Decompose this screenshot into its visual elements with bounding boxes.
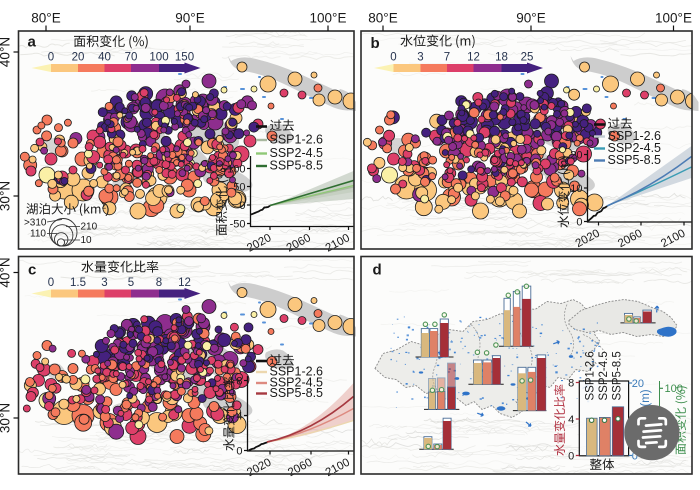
svg-text:): ) <box>105 203 109 217</box>
svg-text:12: 12 <box>178 277 191 289</box>
svg-text:90°E: 90°E <box>175 11 204 26</box>
svg-text:12: 12 <box>467 52 480 64</box>
svg-text:4: 4 <box>236 411 242 423</box>
svg-text:210: 210 <box>81 222 98 233</box>
svg-text:80°E: 80°E <box>31 11 60 26</box>
svg-text:0: 0 <box>236 446 242 458</box>
svg-text:3: 3 <box>417 52 423 64</box>
svg-text:0: 0 <box>390 52 396 64</box>
svg-text:10: 10 <box>570 183 582 195</box>
svg-text:SSP2-4.5: SSP2-4.5 <box>608 141 662 155</box>
svg-text:30°N: 30°N <box>0 181 13 211</box>
svg-text:100: 100 <box>227 164 245 176</box>
svg-text:40°N: 40°N <box>0 37 13 67</box>
svg-text:0: 0 <box>239 200 245 212</box>
svg-text:SSP2-4.5: SSP2-4.5 <box>598 351 610 400</box>
svg-text:0: 0 <box>632 451 638 463</box>
svg-text:(m): (m) <box>640 389 652 406</box>
svg-text:150: 150 <box>175 52 194 64</box>
svg-text:90°E: 90°E <box>516 11 545 26</box>
svg-text:1.5: 1.5 <box>70 277 86 289</box>
svg-text:c: c <box>28 262 36 279</box>
svg-text:5: 5 <box>128 277 134 289</box>
svg-text:50: 50 <box>233 182 245 194</box>
svg-text:0: 0 <box>48 277 54 289</box>
svg-text:SSP2-4.5: SSP2-4.5 <box>270 146 324 160</box>
svg-text:100°E: 100°E <box>310 11 347 26</box>
svg-text:25: 25 <box>521 52 534 64</box>
svg-text:0: 0 <box>576 217 582 229</box>
svg-text:SSP5-8.5: SSP5-8.5 <box>611 351 623 400</box>
svg-text:18: 18 <box>495 52 508 64</box>
svg-text:7: 7 <box>444 52 450 64</box>
svg-text:100: 100 <box>665 383 683 395</box>
svg-text:SSP5-8.5: SSP5-8.5 <box>270 386 324 400</box>
svg-text:SSP1-2.6: SSP1-2.6 <box>608 129 662 143</box>
svg-text:40°N: 40°N <box>0 257 13 287</box>
svg-text:30°N: 30°N <box>0 403 13 433</box>
svg-text:110: 110 <box>30 229 46 240</box>
svg-text:d: d <box>373 262 382 279</box>
svg-text:>310: >310 <box>24 218 47 229</box>
svg-text:8: 8 <box>156 277 162 289</box>
svg-text:SSP1-2.6: SSP1-2.6 <box>270 133 324 147</box>
svg-text:SSP1-2.6: SSP1-2.6 <box>270 365 324 379</box>
svg-text:3: 3 <box>101 277 107 289</box>
svg-text:20: 20 <box>72 52 85 64</box>
svg-text:SSP5-8.5: SSP5-8.5 <box>270 159 324 173</box>
svg-text:100: 100 <box>149 52 168 64</box>
svg-text:20: 20 <box>570 150 582 162</box>
svg-text:10: 10 <box>81 235 93 246</box>
svg-text:4: 4 <box>568 414 574 426</box>
svg-text:SSP1-2.6: SSP1-2.6 <box>585 351 597 400</box>
svg-text:8: 8 <box>236 376 242 388</box>
svg-text:SSP2-4.5: SSP2-4.5 <box>270 376 324 390</box>
svg-text:70: 70 <box>125 52 138 64</box>
svg-text:0: 0 <box>568 451 574 463</box>
svg-text:2: 2 <box>102 202 107 211</box>
svg-text:-50: -50 <box>230 219 246 231</box>
svg-text:0: 0 <box>48 52 54 64</box>
svg-text:40: 40 <box>98 52 111 64</box>
svg-text:20: 20 <box>632 378 644 390</box>
svg-text:80°E: 80°E <box>368 11 397 26</box>
svg-text:b: b <box>371 35 380 52</box>
svg-text:8: 8 <box>568 378 574 390</box>
svg-text:SSP5-8.5: SSP5-8.5 <box>608 153 662 167</box>
svg-text:a: a <box>28 34 37 51</box>
svg-text:100°E: 100°E <box>655 11 692 26</box>
